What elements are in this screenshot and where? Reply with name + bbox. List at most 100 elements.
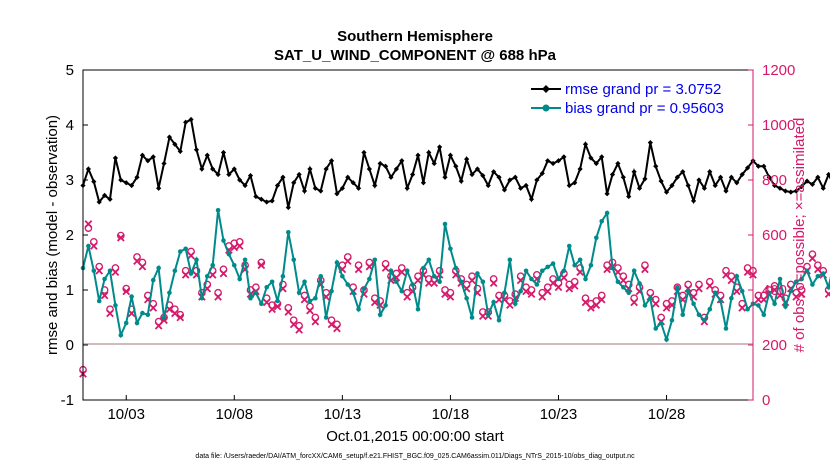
obs-assimilated-point: [214, 293, 222, 301]
bias-point: [372, 257, 378, 263]
rmse-point: [426, 149, 432, 156]
obs-assimilated-point: [154, 321, 163, 330]
rmse-point: [96, 199, 102, 205]
rmse-point: [215, 171, 221, 178]
rmse-point: [285, 204, 291, 211]
rmse-series: [80, 116, 830, 211]
bias-point: [253, 290, 259, 296]
bias-point: [248, 295, 253, 301]
rmse-point: [744, 165, 751, 171]
rmse-point: [350, 180, 356, 186]
rmse-point: [355, 185, 362, 191]
rmse-point: [609, 171, 616, 178]
rmse-point: [712, 182, 718, 189]
rmse-point: [339, 185, 345, 191]
obs-assimilated-point: [743, 268, 752, 276]
rmse-point: [264, 199, 270, 205]
bias-point: [296, 290, 302, 296]
y-axis-label: rmse and bias (model - observation): [44, 115, 61, 355]
rmse-point: [815, 174, 821, 180]
bias-point: [588, 262, 594, 268]
obs-assimilated-point: [397, 268, 406, 276]
legend-box: [526, 74, 749, 120]
rmse-point: [393, 166, 399, 172]
obs-assimilated-point: [446, 293, 455, 301]
rmse-point: [615, 160, 621, 167]
rmse-point: [755, 163, 762, 169]
rmse-point: [388, 174, 394, 180]
bias-point: [507, 257, 513, 263]
rmse-point: [183, 119, 189, 125]
bias-point: [113, 303, 118, 308]
rmse-point: [561, 154, 567, 160]
bias-point: [739, 288, 745, 294]
bias-point: [621, 284, 626, 290]
obs-assimilated-point: [122, 287, 131, 296]
obs-assimilated-point: [722, 271, 730, 279]
bias-series: [80, 207, 830, 343]
rmse-point: [307, 166, 313, 172]
rmse-point: [620, 174, 626, 180]
bias-point: [496, 317, 502, 323]
bias-point: [480, 279, 486, 285]
obs-assimilated-point: [565, 284, 574, 293]
bias-point: [745, 306, 750, 312]
bias-point: [475, 271, 480, 276]
rmse-point: [361, 149, 367, 156]
rmse-point: [631, 169, 637, 175]
bias-point: [226, 251, 232, 257]
bias-point: [145, 312, 151, 318]
obs-assimilated-point: [489, 279, 498, 287]
bias-point: [237, 276, 242, 282]
bias-point: [102, 276, 107, 282]
rmse-point: [328, 158, 335, 164]
rmse-point: [474, 166, 481, 172]
bias-point: [437, 279, 442, 285]
bias-point: [134, 320, 140, 326]
bias-point: [664, 337, 669, 342]
rmse-point: [312, 185, 318, 191]
bias-point: [631, 268, 637, 274]
obs-assimilated-point: [619, 276, 628, 285]
bias-point: [583, 276, 588, 282]
rmse-point: [690, 198, 697, 204]
rmse-point: [599, 154, 605, 160]
bias-point: [610, 265, 615, 271]
bias-point: [259, 301, 264, 307]
bias-point: [799, 276, 804, 282]
rmse-point: [772, 182, 778, 189]
obs-assimilated-point: [327, 320, 336, 329]
bias-point: [96, 298, 102, 304]
obs-assimilated-point: [797, 290, 806, 298]
bias-point: [804, 268, 810, 274]
bias-point: [491, 299, 496, 305]
bias-point: [286, 229, 291, 235]
rmse-point: [399, 158, 405, 164]
y-tick-right-label: 600: [762, 227, 787, 244]
obs-assimilated-point: [414, 276, 422, 285]
rmse-point: [653, 163, 659, 169]
bias-point: [377, 312, 383, 318]
rmse-point: [669, 182, 675, 189]
rmse-point: [366, 166, 372, 172]
chart-subtitle: SAT_U_WIND_COMPONENT @ 688 hPa: [274, 47, 557, 64]
bias-point: [367, 276, 372, 282]
rmse-point: [523, 182, 529, 189]
obs-assimilated-point: [651, 299, 660, 308]
rmse-point: [409, 171, 416, 178]
rmse-point: [717, 174, 724, 180]
rmse-point: [496, 174, 502, 180]
bias-point: [91, 268, 97, 274]
legend: rmse grand pr = 3.0752 bias grand pr = 0…: [526, 74, 749, 120]
obs-assimilated-point: [759, 295, 768, 304]
x-tick-label: 10/08: [216, 406, 254, 423]
obs-assimilated-point: [549, 279, 557, 287]
rmse-point: [696, 177, 702, 183]
bias-point: [275, 298, 280, 304]
rmse-point: [447, 152, 454, 158]
obs-assimilated-point: [814, 265, 822, 274]
rmse-point: [280, 174, 286, 180]
data-file-footnote: data file: /Users/raeder/DAI/ATM_forcXX/…: [195, 453, 635, 460]
obs-assimilated-point: [257, 261, 266, 270]
rmse-point: [680, 169, 686, 175]
